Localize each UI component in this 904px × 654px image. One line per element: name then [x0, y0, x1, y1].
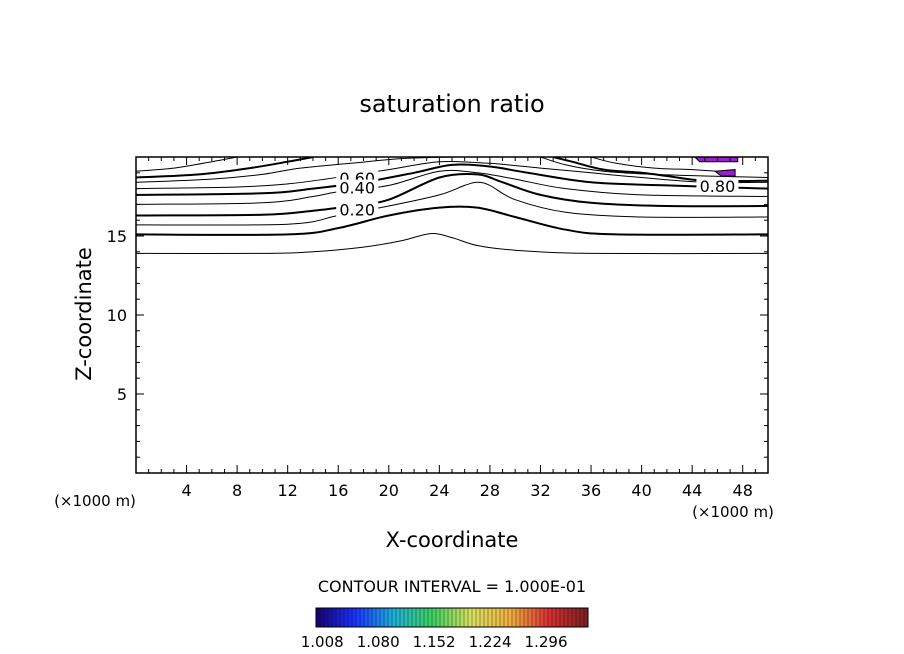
contour-line — [136, 172, 768, 217]
y-tick-label: 10 — [107, 306, 127, 325]
x-tick-label: 8 — [232, 481, 242, 500]
x-axis-ticks: 4 8 12 16 20 24 28 32 36 40 44 48 — [148, 157, 756, 500]
contour-line — [136, 169, 768, 205]
colorbar-stripes — [319, 608, 585, 627]
colorbar-tick-label: 1.080 — [357, 633, 400, 651]
x-unit-left: (×1000 m) — [54, 492, 136, 510]
colorbar: 1.008 1.080 1.152 1.224 1.296 — [301, 607, 589, 651]
x-tick-label: 36 — [581, 481, 601, 500]
contour-line — [136, 233, 768, 255]
colorbar-gradient — [316, 608, 588, 627]
colorbar-tick-label: 1.224 — [469, 633, 512, 651]
contour-line — [136, 205, 768, 236]
contour-labels: 0.600.400.200.80 — [336, 169, 739, 220]
x-tick-label: 28 — [480, 481, 500, 500]
colorbar-tick-label: 1.008 — [301, 633, 344, 651]
contour-line — [136, 157, 314, 179]
contour-label: 0.80 — [700, 177, 736, 196]
contour-line — [136, 160, 768, 190]
contour-interval-label: CONTOUR INTERVAL = 1.000E-01 — [318, 577, 586, 596]
contour-label-bg — [696, 178, 739, 194]
x-tick-label: 44 — [682, 481, 702, 500]
y-tick-label: 5 — [117, 385, 127, 404]
colorbar-frame — [315, 607, 589, 628]
y-tick-label: 15 — [107, 227, 127, 246]
contour-label: 0.20 — [339, 201, 375, 220]
colorbar-tick-labels: 1.008 1.080 1.152 1.224 1.296 — [301, 633, 568, 651]
y-axis-ticks: 5 10 15 — [107, 172, 768, 458]
x-tick-label: 24 — [429, 481, 449, 500]
filled-regions — [693, 157, 739, 177]
x-tick-label: 4 — [181, 481, 191, 500]
contour-label-bg — [336, 179, 379, 195]
x-unit-right: (×1000 m) — [692, 503, 774, 521]
chart-title: saturation ratio — [359, 90, 544, 118]
contour-line — [540, 157, 768, 178]
plot-frame — [135, 156, 769, 474]
x-tick-label: 16 — [328, 481, 348, 500]
x-tick-label: 12 — [278, 481, 298, 500]
contour-line — [136, 163, 768, 196]
x-tick-label: 20 — [379, 481, 399, 500]
contour-label-bg — [336, 201, 379, 217]
contour-lines — [136, 157, 768, 255]
x-axis-label: X-coordinate — [386, 528, 519, 552]
x-tick-label: 48 — [733, 481, 753, 500]
colorbar-tick-label: 1.152 — [413, 633, 456, 651]
filled-region — [713, 169, 736, 177]
filled-region — [693, 157, 739, 163]
contour-line — [136, 181, 768, 226]
x-tick-label: 32 — [530, 481, 550, 500]
x-tick-label: 40 — [631, 481, 651, 500]
contour-line — [136, 157, 238, 172]
contour-line — [590, 157, 718, 172]
colorbar-tick-label: 1.296 — [525, 633, 568, 651]
contour-label: 0.40 — [339, 179, 375, 198]
y-axis-label: Z-coordinate — [72, 247, 96, 381]
